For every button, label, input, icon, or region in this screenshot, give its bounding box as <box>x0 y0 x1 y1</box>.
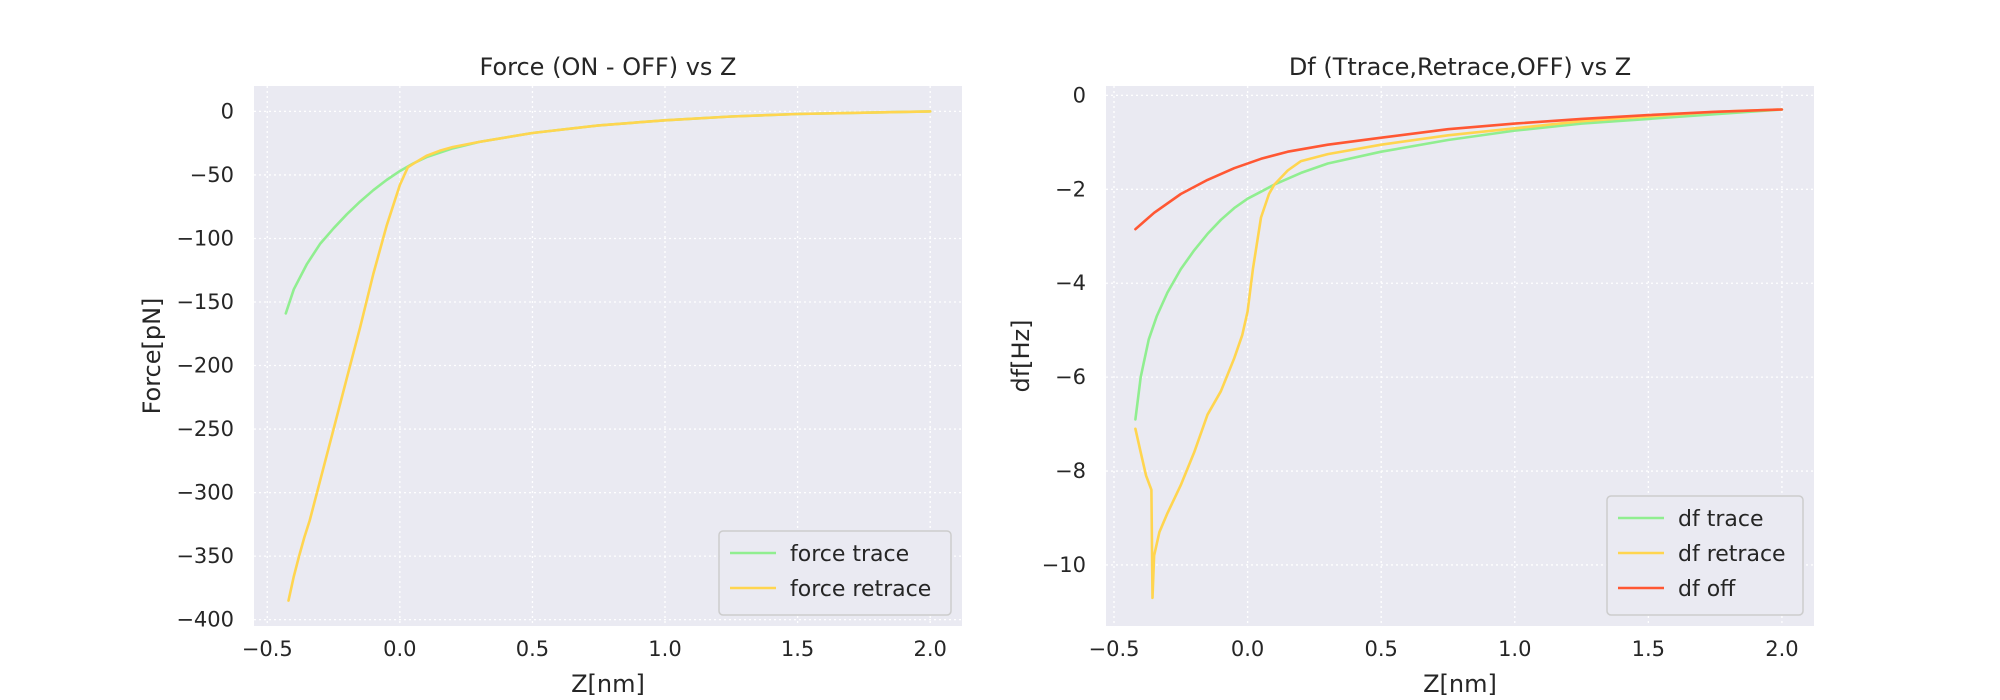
force-y-axis-label: Force[pN] <box>138 298 166 415</box>
df-y-tick-label: −10 <box>1042 553 1086 577</box>
force-x-tick-label: 1.0 <box>648 637 681 661</box>
df-y-tick-label: 0 <box>1073 83 1086 107</box>
df-x-tick-label: 2.0 <box>1765 637 1798 661</box>
df-y-tick-label: −6 <box>1055 365 1086 389</box>
force-x-tick-label: 0.0 <box>383 637 416 661</box>
df-x-tick-label: 0.5 <box>1364 637 1397 661</box>
df-chart: −0.5 0.0 0.5 1.0 1.5 2.0 0 −2 −4 −6 −8 −10 Df (Ttra… <box>1007 53 1814 698</box>
df-series-df-trace <box>1134 108 1784 421</box>
df-y-tick-label: −4 <box>1055 271 1086 295</box>
df-legend-box <box>1606 495 1804 616</box>
df-x-tick-label: −0.5 <box>1089 637 1140 661</box>
force-x-tick-label: 2.0 <box>913 637 946 661</box>
df-legend-label: df retrace <box>1678 542 1786 567</box>
df-x-axis-label: Z[nm] <box>1423 670 1497 698</box>
force-x-tick-label: 0.5 <box>516 637 549 661</box>
df-y-tick-label: −8 <box>1055 459 1086 483</box>
df-legend: df trace df retrace df off <box>1606 495 1804 616</box>
df-x-tick-label: 0.0 <box>1231 637 1264 661</box>
df-legend-label: df trace <box>1678 507 1764 532</box>
df-ticks: −0.5 0.0 0.5 1.0 1.5 2.0 0 −2 −4 −6 −8 −10 <box>1042 83 1799 661</box>
force-x-tick-label: 1.5 <box>781 637 814 661</box>
df-series <box>1134 108 1784 600</box>
force-legend-label: force trace <box>790 542 909 567</box>
df-y-axis-label: df[Hz] <box>1007 319 1035 392</box>
force-legend-label: force retrace <box>790 577 931 602</box>
force-y-tick-label: −150 <box>176 290 234 314</box>
force-chart-title: Force (ON - OFF) vs Z <box>480 53 737 81</box>
force-legend: force trace force retrace <box>718 530 952 616</box>
df-x-tick-label: 1.0 <box>1498 637 1531 661</box>
force-y-tick-label: −200 <box>176 354 234 378</box>
force-chart: −0.5 0.0 0.5 1.0 1.5 2.0 0 −50 −100 −150 −200 −250 −… <box>138 53 962 698</box>
force-x-tick-label: −0.5 <box>242 637 293 661</box>
force-series <box>284 110 932 602</box>
force-y-tick-label: −100 <box>176 226 234 250</box>
df-series-df-retrace <box>1134 108 1784 600</box>
force-y-tick-label: −350 <box>176 544 234 568</box>
df-series-df-off <box>1134 108 1784 231</box>
force-y-tick-label: −250 <box>176 417 234 441</box>
force-y-tick-label: −50 <box>190 163 234 187</box>
force-y-tick-label: −300 <box>176 481 234 505</box>
force-ticks: −0.5 0.0 0.5 1.0 1.5 2.0 0 −50 −100 −150 −200 −250 −… <box>176 99 947 661</box>
force-y-tick-label: −400 <box>176 608 234 632</box>
df-y-tick-label: −2 <box>1055 177 1086 201</box>
force-x-axis-label: Z[nm] <box>571 670 645 698</box>
df-x-tick-label: 1.5 <box>1632 637 1665 661</box>
df-legend-label: df off <box>1678 577 1736 602</box>
df-chart-title: Df (Ttrace,Retrace,OFF) vs Z <box>1289 53 1631 81</box>
force-series-force-retrace <box>287 110 932 602</box>
force-y-tick-label: 0 <box>221 99 234 123</box>
force-legend-box <box>718 530 952 616</box>
